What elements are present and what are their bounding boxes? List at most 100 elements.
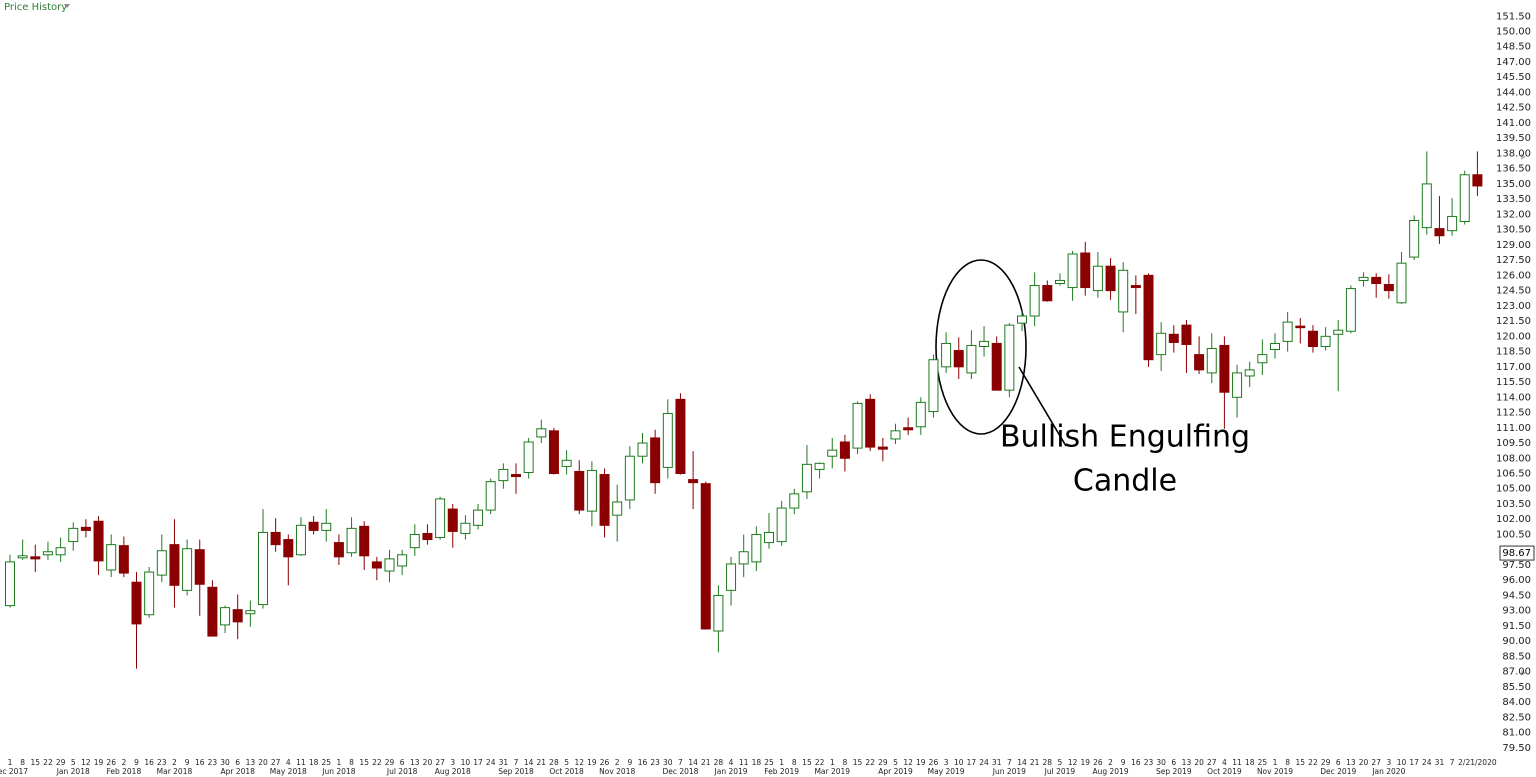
range-marker (1521, 670, 1526, 676)
x-tick-label: 7 (1007, 758, 1012, 767)
candle-body (118, 545, 129, 574)
y-tick-label: 91.50 (1502, 621, 1531, 632)
x-tick-label: 2 (1108, 758, 1113, 767)
x-tick-label: 13 (1346, 758, 1356, 767)
candle-body (106, 544, 117, 571)
x-tick-label: 27 (1371, 758, 1381, 767)
candle-body (1270, 342, 1280, 351)
y-tick-label: 115.50 (1496, 377, 1531, 388)
x-month-label: May 2018 (270, 767, 307, 776)
x-tick-label: 16 (195, 758, 205, 767)
x-tick-label: 21 (701, 758, 711, 767)
candle-body (17, 555, 28, 559)
candle-body (1017, 315, 1027, 324)
x-tick-label: 25 (1258, 758, 1268, 767)
x-month-label: Jul 2018 (386, 767, 418, 776)
x-tick-label: 20 (258, 758, 268, 767)
x-month-label: Feb 2019 (764, 767, 799, 776)
dropdown-arrow[interactable] (64, 4, 70, 8)
x-tick-label: 19 (916, 758, 926, 767)
candle-body (877, 446, 888, 450)
y-tick-label: 100.50 (1496, 529, 1531, 540)
y-tick-label: 79.50 (1502, 743, 1531, 754)
y-tick-label: 136.50 (1496, 164, 1531, 175)
candle-body (966, 344, 977, 374)
x-tick-label: 22 (43, 758, 53, 767)
x-tick-label: 29 (385, 758, 395, 767)
x-tick-label: 8 (792, 758, 797, 767)
candle-body (80, 526, 91, 531)
annotation: Bullish Engulfing (1000, 420, 1250, 455)
candle-body (726, 563, 737, 591)
candle-body (1042, 285, 1053, 302)
x-tick-label: 2 (172, 758, 177, 767)
x-tick-label: 27 (435, 758, 445, 767)
x-tick-label: 9 (1121, 758, 1126, 767)
x-month-label: Oct 2019 (1207, 767, 1242, 776)
y-tick-label: 144.00 (1496, 87, 1531, 98)
candle-body (283, 539, 294, 558)
x-month-label: Sep 2018 (498, 767, 534, 776)
candle-body (1371, 276, 1382, 284)
x-tick-label: 13 (246, 758, 256, 767)
candle-body (1307, 330, 1318, 347)
x-tick-label: 26 (1093, 758, 1103, 767)
candle-body (409, 533, 420, 549)
x-tick-label: 3 (450, 758, 455, 767)
x-tick-label: 19 (1080, 758, 1090, 767)
x-tick-label: 18 (309, 758, 319, 767)
x-tick-label: 6 (400, 758, 405, 767)
candle-body (586, 469, 597, 512)
y-tick-label: 145.50 (1496, 72, 1531, 83)
x-tick-label: 20 (1359, 758, 1369, 767)
candle-body (308, 521, 319, 531)
candle-body (1282, 321, 1293, 342)
x-tick-label: 15 (1296, 758, 1306, 767)
chart-title[interactable]: Price History (4, 2, 67, 13)
x-tick-label: 16 (1131, 758, 1141, 767)
y-tick-label: 94.50 (1502, 590, 1531, 601)
x-tick-label: 7 (1450, 758, 1455, 767)
x-tick-label: 12 (1068, 758, 1078, 767)
annotation: Candle (1073, 464, 1177, 499)
candle-body (662, 413, 673, 468)
x-tick-label: 24 (979, 758, 989, 767)
x-month-label: Dec 2017 (0, 767, 28, 776)
candle-body (991, 342, 1002, 391)
candle-body (131, 581, 142, 625)
candle-body (1421, 183, 1432, 229)
candle-body (1383, 284, 1394, 292)
candle-body (511, 474, 521, 478)
candle-body (498, 468, 509, 482)
x-tick-label: 10 (1397, 758, 1407, 767)
candle-body (1232, 372, 1243, 398)
candle-body (346, 527, 357, 554)
candle-body (1181, 324, 1192, 345)
y-tick-label: 112.50 (1496, 408, 1531, 419)
candle-body (675, 398, 686, 475)
y-tick-label: 102.00 (1496, 514, 1531, 525)
y-tick-label: 117.00 (1496, 362, 1531, 373)
x-tick-label: 30 (220, 758, 230, 767)
x-tick-label: 28 (549, 758, 559, 767)
x-tick-label: 27 (1207, 758, 1217, 767)
x-tick-label: 22 (372, 758, 382, 767)
x-tick-label: 7 (514, 758, 519, 767)
candle-body (1219, 344, 1230, 393)
x-tick-label: 22 (815, 758, 825, 767)
y-tick-label: 96.00 (1502, 575, 1531, 586)
y-tick-label: 127.50 (1496, 255, 1531, 266)
x-tick-label: 1 (779, 758, 784, 767)
y-tick-label: 129.00 (1496, 240, 1531, 251)
candle-body (814, 462, 825, 470)
x-tick-label: 4 (286, 758, 291, 767)
y-tick-label: 88.50 (1502, 651, 1531, 662)
candle-body (928, 359, 939, 413)
y-tick-label: 108.00 (1496, 453, 1531, 464)
candle-body (30, 556, 41, 560)
candle-body (1054, 279, 1065, 284)
candle-body (827, 449, 838, 457)
x-tick-label: 18 (752, 758, 762, 767)
x-month-label: Feb 2018 (106, 767, 141, 776)
x-tick-label: 18 (1245, 758, 1255, 767)
